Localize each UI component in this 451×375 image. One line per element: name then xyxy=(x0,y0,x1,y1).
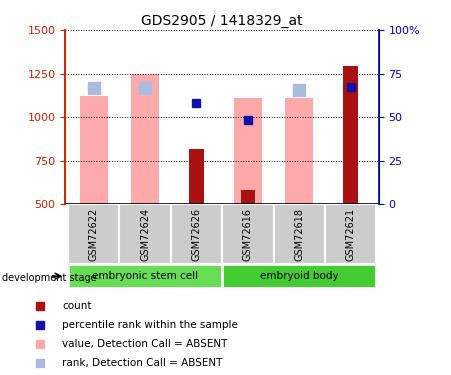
Bar xyxy=(120,204,171,264)
Bar xyxy=(241,190,255,204)
Bar xyxy=(79,96,108,204)
Bar xyxy=(189,148,203,204)
Bar xyxy=(131,74,159,204)
Text: value, Detection Call = ABSENT: value, Detection Call = ABSENT xyxy=(62,339,228,349)
Text: GSM72622: GSM72622 xyxy=(89,208,99,261)
Bar xyxy=(171,204,222,264)
Bar xyxy=(68,204,120,264)
Text: rank, Detection Call = ABSENT: rank, Detection Call = ABSENT xyxy=(62,358,223,368)
Bar xyxy=(222,264,376,288)
Bar xyxy=(325,204,376,264)
Text: count: count xyxy=(62,301,92,311)
Text: GSM72616: GSM72616 xyxy=(243,208,253,261)
Bar xyxy=(68,264,222,288)
Text: percentile rank within the sample: percentile rank within the sample xyxy=(62,320,238,330)
Text: embryoid body: embryoid body xyxy=(260,271,339,281)
Text: GSM72621: GSM72621 xyxy=(345,208,355,261)
Bar xyxy=(343,66,358,204)
Text: GSM72618: GSM72618 xyxy=(294,208,304,261)
Text: GSM72626: GSM72626 xyxy=(191,208,202,261)
Bar xyxy=(222,204,273,264)
Bar xyxy=(273,204,325,264)
Text: development stage: development stage xyxy=(2,273,97,283)
Text: GSM72624: GSM72624 xyxy=(140,208,150,261)
Bar xyxy=(285,98,313,204)
Title: GDS2905 / 1418329_at: GDS2905 / 1418329_at xyxy=(141,13,303,28)
Bar xyxy=(234,98,262,204)
Text: embryonic stem cell: embryonic stem cell xyxy=(92,271,198,281)
